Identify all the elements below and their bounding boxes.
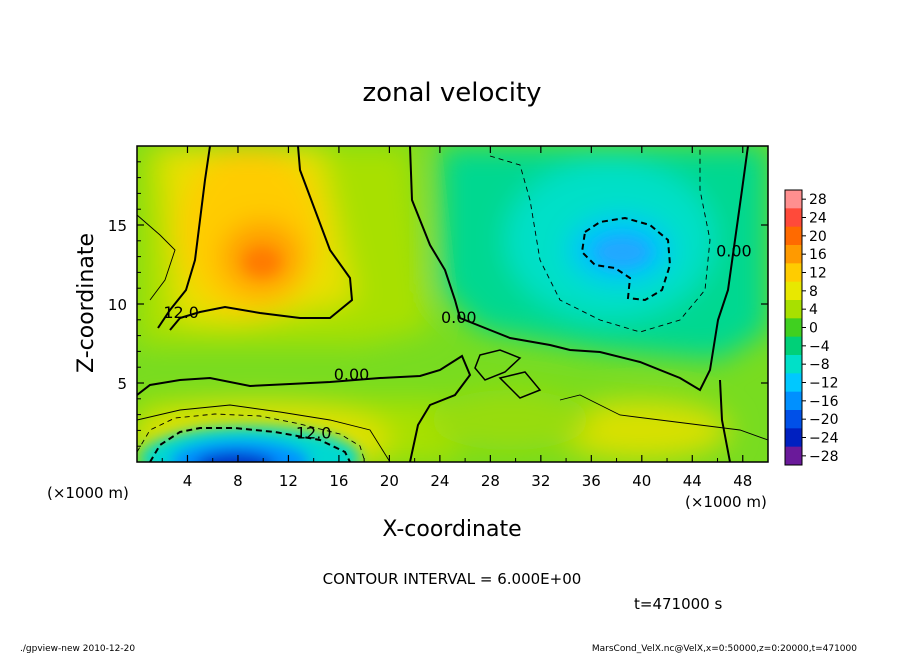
contour-lines	[137, 146, 768, 462]
x-tick-label: 12	[279, 472, 298, 490]
colorbar-label: −28	[809, 449, 839, 465]
colorbar-label: −12	[809, 376, 839, 392]
colorbar-label: 16	[809, 247, 827, 263]
colorbar-segment	[785, 391, 802, 411]
contour-interval: CONTOUR INTERVAL = 6.000E+00	[323, 570, 582, 588]
colorbar-label: −16	[809, 394, 839, 410]
colorbar-label: 4	[809, 302, 818, 318]
x-unit-left: (×1000 m)	[47, 484, 129, 502]
contour-label: 12.0	[296, 423, 332, 442]
time-label: t=471000 s	[634, 595, 722, 613]
colorbar-label: 20	[809, 229, 827, 245]
x-tick-label: 44	[683, 472, 702, 490]
colorbar-label: 0	[809, 321, 818, 337]
colorbar-segment	[785, 245, 802, 264]
colorbar-label: −20	[809, 412, 839, 428]
x-axis-label: X-coordinate	[382, 517, 521, 542]
x-tick-label: 40	[632, 472, 651, 490]
contour-label: 12.0	[163, 303, 199, 322]
y-axis-label: Z-coordinate	[74, 233, 99, 373]
velocity-field	[137, 146, 768, 462]
colorbar-label: −4	[809, 339, 830, 355]
x-axis: 4 8 12 16 20 24 28 32 36 40 44 48	[161, 146, 752, 490]
x-tick-label: 28	[481, 472, 500, 490]
colorbar-segment	[785, 190, 802, 209]
colorbar-segment	[785, 336, 802, 356]
colorbar-label: −24	[809, 431, 839, 447]
y-tick-label: 5	[117, 375, 127, 393]
x-tick-label: 16	[329, 472, 348, 490]
colorbar-label: 8	[809, 284, 818, 300]
colorbar-segment	[785, 428, 802, 448]
colorbar-label: 28	[809, 192, 827, 208]
colorbar-label: −8	[809, 357, 830, 373]
colorbar-segment	[785, 446, 802, 466]
y-axis: 5 10 15	[108, 161, 768, 447]
x-tick-label: 36	[582, 472, 601, 490]
colorbar-segment	[785, 208, 802, 228]
footer-left: ./gpview-new 2010-12-20	[20, 644, 135, 654]
colorbar-label: 24	[809, 211, 827, 227]
x-tick-label: 20	[380, 472, 399, 490]
colorbar-segment	[785, 373, 802, 393]
contour-label: 0.00	[716, 242, 752, 261]
colorbar-segment	[785, 263, 802, 283]
colorbar-segment	[785, 355, 802, 374]
colorbar-segment	[785, 281, 802, 301]
x-tick-label: 32	[531, 472, 550, 490]
footer-right: MarsCond_VelX.nc@VelX,x=0:50000,z=0:2000…	[592, 644, 857, 654]
colorbar-segment	[785, 226, 802, 246]
x-tick-label: 4	[183, 472, 193, 490]
x-unit-right: (×1000 m)	[685, 493, 767, 511]
x-tick-label: 24	[430, 472, 449, 490]
x-tick-label: 8	[233, 472, 243, 490]
colorbar-segment	[785, 318, 802, 338]
colorbar-label: 12	[809, 266, 827, 282]
chart-title: zonal velocity	[362, 78, 541, 108]
colorbar: 28 24 20 16 12 8 4 0 −4 −8 −12 −16 −20 −24 −28	[784, 189, 839, 466]
colorbar-segment	[785, 300, 802, 319]
x-tick-label: 48	[733, 472, 752, 490]
contour-label: 0.00	[441, 308, 477, 327]
contour-labels: 12.0 0.00 0.00 0.00 12.0	[163, 242, 751, 443]
contour-label: 0.00	[334, 365, 370, 384]
y-tick-label: 15	[108, 217, 127, 235]
y-tick-label: 10	[108, 296, 127, 314]
colorbar-segment	[785, 410, 802, 429]
